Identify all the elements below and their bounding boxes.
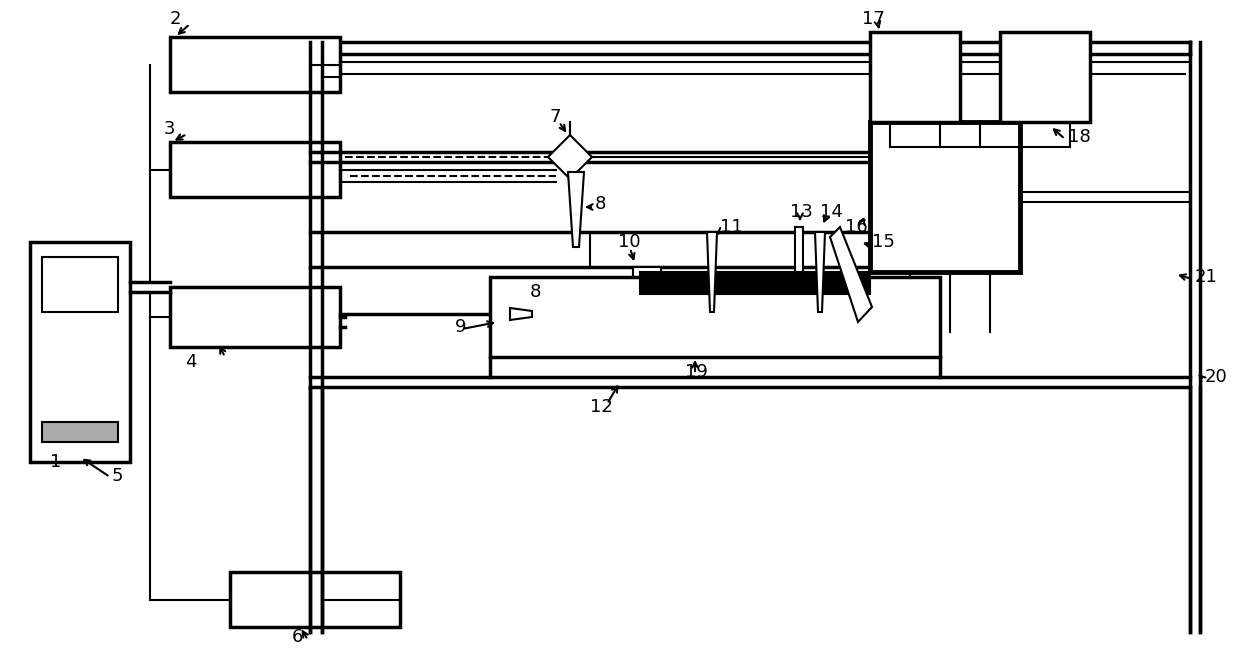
- Text: 1: 1: [50, 453, 61, 471]
- Bar: [170, 37, 340, 92]
- Polygon shape: [815, 232, 825, 312]
- Bar: [632, 267, 661, 312]
- Bar: [229, 572, 401, 627]
- Text: 17: 17: [862, 10, 885, 28]
- Polygon shape: [707, 232, 717, 312]
- Polygon shape: [510, 308, 532, 320]
- Text: 7: 7: [551, 108, 562, 126]
- Text: 3: 3: [164, 120, 176, 138]
- Bar: [999, 32, 1090, 122]
- Text: 14: 14: [820, 203, 843, 221]
- Bar: [870, 32, 960, 122]
- Bar: [42, 257, 118, 312]
- Text: 19: 19: [684, 363, 708, 381]
- Text: 8: 8: [529, 283, 542, 301]
- Text: 21: 21: [1195, 268, 1218, 286]
- Text: 13: 13: [790, 203, 813, 221]
- Text: 10: 10: [618, 233, 641, 251]
- Text: 8: 8: [595, 195, 606, 213]
- Bar: [795, 227, 804, 317]
- Text: 4: 4: [185, 353, 196, 371]
- Polygon shape: [548, 135, 591, 179]
- Bar: [42, 422, 118, 442]
- Bar: [170, 142, 340, 197]
- Text: 6: 6: [291, 628, 304, 646]
- Bar: [870, 122, 1021, 272]
- Text: 12: 12: [590, 398, 613, 416]
- Bar: [490, 277, 940, 357]
- Bar: [627, 310, 666, 324]
- Polygon shape: [568, 172, 584, 247]
- Text: 20: 20: [1205, 368, 1228, 386]
- Text: 16: 16: [844, 218, 868, 236]
- Text: 18: 18: [1068, 128, 1091, 146]
- Bar: [170, 287, 340, 347]
- Polygon shape: [830, 227, 872, 322]
- Text: 15: 15: [872, 233, 895, 251]
- Bar: [640, 272, 870, 294]
- Text: 2: 2: [170, 10, 181, 28]
- Text: 5: 5: [112, 467, 124, 485]
- Text: 9: 9: [455, 318, 466, 336]
- Text: 11: 11: [720, 218, 743, 236]
- Bar: [30, 242, 130, 462]
